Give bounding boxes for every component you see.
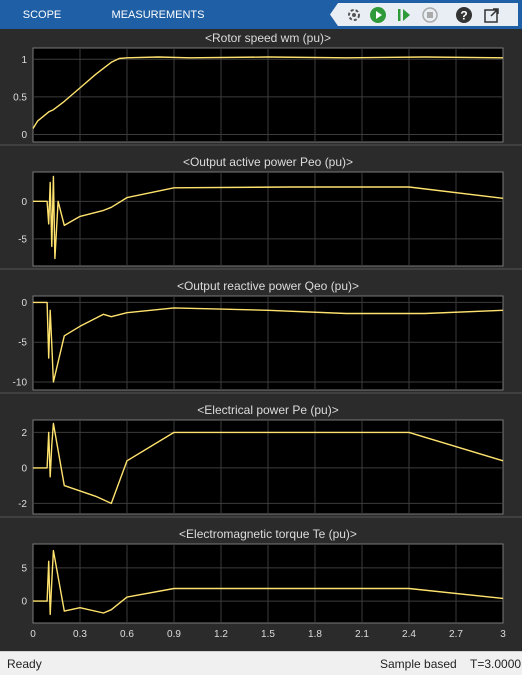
- tab-measurements[interactable]: MEASUREMENTS: [111, 9, 205, 21]
- y-tick-label: -10: [13, 378, 28, 389]
- scope-plot-area: 0 0.5 1 <Rotor speed wm (pu)> -5 0 <Output act…: [0, 29, 522, 651]
- y-tick-label: 1: [21, 55, 27, 66]
- sample-mode: Sample based: [380, 657, 457, 671]
- y-tick-label: 0: [21, 298, 27, 309]
- plot-title-2: <Output active power Peo (pu)>: [183, 155, 353, 169]
- x-tick-label: 0.9: [167, 629, 181, 640]
- quick-access-toolbar: ?: [330, 3, 518, 26]
- x-tick-label: 1.5: [261, 629, 275, 640]
- signal-trace-5: [33, 549, 504, 616]
- undock-icon[interactable]: [482, 5, 502, 25]
- y-tick-label: -5: [18, 338, 27, 349]
- x-tick-label: 0: [30, 629, 36, 640]
- x-tick-label: 1.8: [308, 629, 322, 640]
- stop-icon[interactable]: [420, 5, 440, 25]
- signal-trace-1: [32, 56, 504, 129]
- plot-title-1: <Rotor speed wm (pu)>: [205, 31, 331, 45]
- plot-title-5: <Electromagnetic torque Te (pu)>: [179, 527, 357, 541]
- signal-trace-4: [33, 422, 504, 505]
- svg-text:?: ?: [460, 9, 467, 23]
- status-text: Ready: [7, 657, 42, 671]
- x-tick-label: 2.4: [402, 629, 416, 640]
- x-tick-label: 2.7: [449, 629, 463, 640]
- plot-title-3: <Output reactive power Qeo (pu)>: [177, 279, 359, 293]
- x-tick-label: 0.6: [120, 629, 134, 640]
- y-tick-label: 0: [21, 597, 27, 608]
- y-tick-label: 5: [21, 563, 27, 574]
- x-tick-label: 3: [500, 629, 506, 640]
- highlight-simulink-block-icon[interactable]: [344, 5, 364, 25]
- y-tick-label: -5: [18, 234, 27, 245]
- scope-plots: 0 0.5 1 <Rotor speed wm (pu)> -5 0 <Output act…: [0, 31, 522, 640]
- plot-title-4: <Electrical power Pe (pu)>: [197, 403, 338, 417]
- tab-scope[interactable]: SCOPE: [22, 9, 62, 21]
- y-tick-label: 0.5: [13, 92, 27, 103]
- simulation-time: T=3.0000: [470, 657, 522, 671]
- toolbar: SCOPE MEASUREMENTS ?: [0, 0, 522, 29]
- y-tick-label: 0: [21, 130, 27, 141]
- y-tick-label: -2: [18, 499, 27, 510]
- y-tick-label: 0: [21, 197, 27, 208]
- y-tick-label: 0: [21, 463, 27, 474]
- x-tick-label: 1.2: [214, 629, 228, 640]
- step-forward-icon[interactable]: [394, 5, 414, 25]
- signal-trace-3: [33, 301, 504, 383]
- x-tick-label: 0.3: [73, 629, 87, 640]
- x-tick-label: 2.1: [355, 629, 369, 640]
- help-icon[interactable]: ?: [454, 5, 474, 25]
- signal-trace-2: [33, 175, 504, 260]
- status-bar: Ready Sample based T=3.0000: [0, 651, 522, 675]
- y-tick-label: 2: [21, 428, 27, 439]
- run-icon[interactable]: [368, 5, 388, 25]
